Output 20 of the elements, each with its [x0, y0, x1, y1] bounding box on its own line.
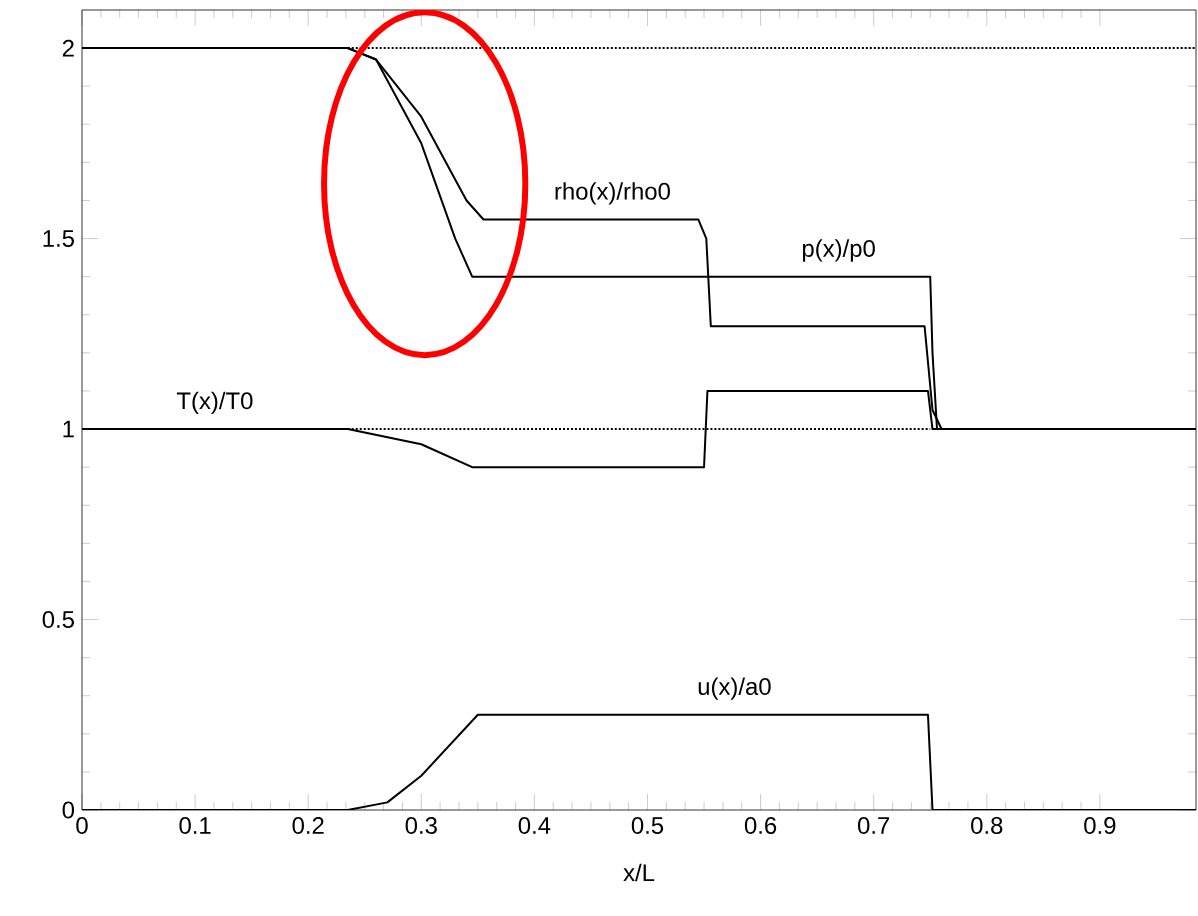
x-tick-label: 0.8: [971, 817, 1003, 834]
x-tick-label: 0.1: [179, 817, 211, 834]
x-tick-label: 0.7: [858, 817, 890, 834]
x-tick-label: 0.9: [1084, 817, 1116, 834]
x-tick-label: 0.4: [518, 817, 551, 834]
y-tick-label: 2: [62, 39, 74, 57]
x-tick-label: 0.3: [405, 817, 437, 834]
y-tick-label: 1.5: [43, 230, 74, 247]
x-tick-label: 0: [76, 817, 88, 834]
y-tick-label: 0: [62, 801, 75, 819]
series-label: rho(x)/rho0: [555, 182, 670, 205]
x-tick-label: 0.6: [744, 817, 777, 834]
x-tick-label: 0.2: [292, 817, 324, 834]
x-axis-title: x/L: [623, 863, 655, 882]
series-label: T(x)/T0: [176, 391, 253, 414]
x-tick-label: 0.5: [631, 817, 664, 834]
series-label: u(x)/a0: [698, 677, 771, 700]
y-tick-label: 0.5: [42, 611, 74, 628]
y-tick-label: 1: [63, 420, 74, 438]
series-label: p(x)/p0: [802, 239, 875, 262]
